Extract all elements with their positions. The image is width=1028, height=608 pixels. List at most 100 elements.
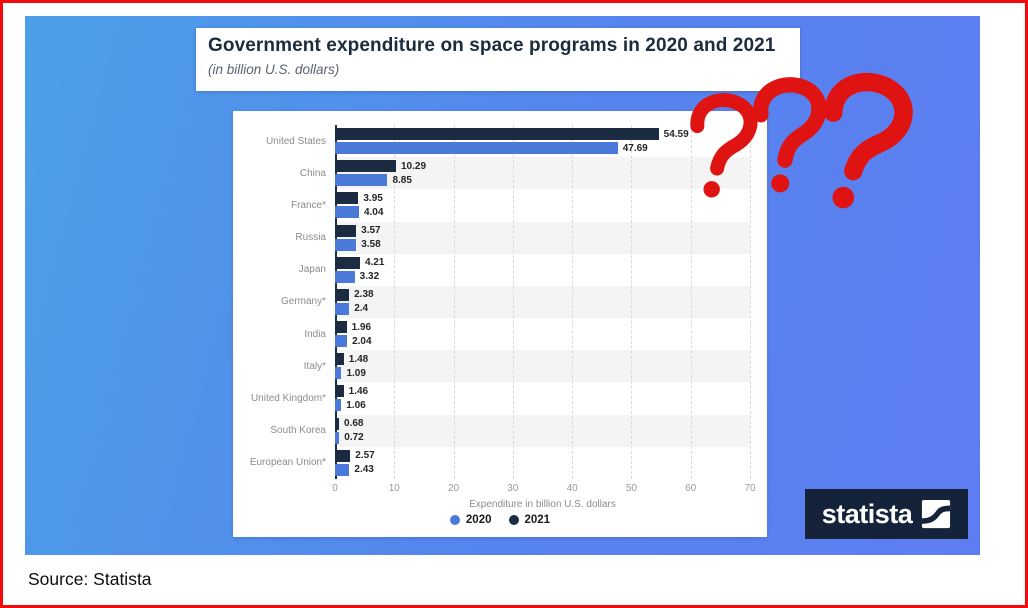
gridline	[512, 125, 514, 479]
legend-label: 2021	[524, 514, 551, 526]
bar-value-label: 0.72	[344, 432, 364, 444]
bar-value-label: 3.57	[361, 225, 381, 237]
row-stripe	[335, 221, 750, 254]
tick-label: 40	[566, 483, 578, 494]
row-label: United States	[265, 135, 326, 147]
bar-2021	[335, 160, 396, 173]
bar-line: 3.95	[335, 192, 383, 205]
tick-label: 20	[448, 483, 460, 494]
bar-value-label: 10.29	[401, 160, 427, 172]
chart-row: United Kingdom* 1.46 1.06	[233, 382, 767, 414]
bar-2021	[335, 224, 357, 237]
bar-2020	[335, 302, 350, 315]
row-bars: 2.57 2.43	[335, 447, 375, 479]
bar-2021	[335, 449, 351, 462]
x-axis-ticks: 0 10 20 30 40 50 60 70	[332, 483, 755, 497]
row-bars: 4.21 3.32	[335, 254, 384, 286]
bar-line: 4.21	[335, 256, 384, 269]
row-bars: 3.57 3.58	[335, 222, 381, 254]
row-stripe	[335, 285, 750, 319]
bar-value-label: 54.59	[663, 128, 689, 140]
bar-2021	[335, 321, 347, 334]
bar-line: 1.96	[335, 321, 372, 334]
legend-dot-icon	[449, 515, 460, 525]
bar-2020	[335, 367, 342, 380]
bar-line: 10.29	[335, 160, 427, 173]
row-stripe	[335, 157, 750, 190]
chart-row: Germany* 2.38 2.4	[233, 286, 767, 318]
bar-2021	[335, 256, 360, 269]
bar-line: 0.72	[335, 431, 364, 444]
bar-value-label: 3.58	[361, 239, 381, 251]
gridline	[453, 125, 455, 479]
bar-value-label: 1.06	[346, 399, 366, 411]
gridline	[572, 125, 574, 479]
row-label: Japan	[298, 264, 326, 276]
bar-line: 0.68	[335, 417, 364, 430]
bar-value-label: 3.32	[359, 271, 380, 283]
chart-row: Russia 3.57 3.58	[233, 222, 767, 254]
bar-2020	[335, 206, 359, 219]
bar-value-label: 1.96	[351, 321, 372, 333]
bar-value-label: 1.48	[348, 353, 369, 365]
tick-label: 30	[507, 483, 519, 494]
row-label: Italy*	[303, 360, 326, 372]
chart-legend: 2020 2021	[233, 514, 767, 526]
chart-row: South Korea 0.68 0.72	[233, 415, 767, 447]
row-bars: 10.29 8.85	[335, 157, 426, 189]
chart-title: Government expenditure on space programs…	[208, 35, 776, 56]
row-stripe	[335, 414, 750, 447]
statista-logo-icon	[922, 499, 951, 529]
tick-label: 60	[685, 483, 697, 494]
bar-chart-card: United States 54.59 47.69 China 10.29 8.85 Fra…	[233, 111, 767, 537]
row-bars: 2.38 2.4	[335, 286, 374, 318]
statista-logo-text: statista	[821, 498, 913, 529]
tick-label: 70	[744, 483, 756, 494]
bar-2021	[335, 353, 344, 366]
slide-background: Government expenditure on space programs…	[25, 16, 980, 555]
chart-row: France* 3.95 4.04	[233, 189, 767, 221]
legend-label: 2020	[465, 514, 492, 526]
chart-row: Italy* 1.48 1.09	[233, 350, 767, 382]
legend-item-2021: 2021	[508, 514, 551, 526]
bar-line: 3.58	[335, 238, 381, 251]
bar-line: 3.57	[335, 224, 381, 237]
bar-line: 8.85	[335, 174, 426, 187]
bar-2021	[335, 128, 659, 140]
chart-row: Japan 4.21 3.32	[233, 254, 767, 286]
tick-label: 50	[625, 483, 637, 494]
row-bars: 1.96 2.04	[335, 318, 372, 350]
bar-value-label: 1.09	[346, 367, 366, 379]
chart-row: India 1.96 2.04	[233, 318, 767, 350]
bar-value-label: 1.46	[348, 385, 369, 397]
bar-value-label: 3.95	[363, 192, 383, 204]
row-label: South Korea	[270, 425, 326, 437]
row-label: European Union*	[249, 457, 326, 469]
bar-value-label: 4.04	[363, 206, 384, 218]
bar-line: 2.57	[335, 449, 375, 462]
row-label: Russia	[295, 232, 326, 244]
bar-line: 54.59	[335, 128, 689, 140]
row-bars: 0.68 0.72	[335, 415, 364, 447]
row-bars: 54.59 47.69	[335, 125, 689, 157]
bar-2020	[335, 399, 342, 412]
bar-2021	[335, 192, 359, 205]
bar-2020	[335, 463, 350, 476]
chart-subtitle: (in billion U.S. dollars)	[208, 62, 340, 77]
bar-2020	[335, 335, 348, 348]
bar-value-label: 2.38	[354, 289, 374, 301]
gridline	[690, 125, 692, 479]
plot-grid	[335, 125, 751, 479]
legend-item-2020: 2020	[449, 514, 492, 526]
bar-line: 3.32	[335, 270, 384, 283]
bar-2020	[335, 174, 388, 187]
gridline	[631, 125, 633, 479]
gridline	[750, 125, 751, 479]
bar-2021	[335, 385, 344, 398]
bar-value-label: 47.69	[622, 142, 648, 154]
row-bars: 3.95 4.04	[335, 189, 383, 221]
bar-line: 47.69	[335, 142, 689, 154]
bar-value-label: 2.57	[355, 450, 375, 462]
chart-row: European Union* 2.57 2.43	[233, 447, 767, 479]
